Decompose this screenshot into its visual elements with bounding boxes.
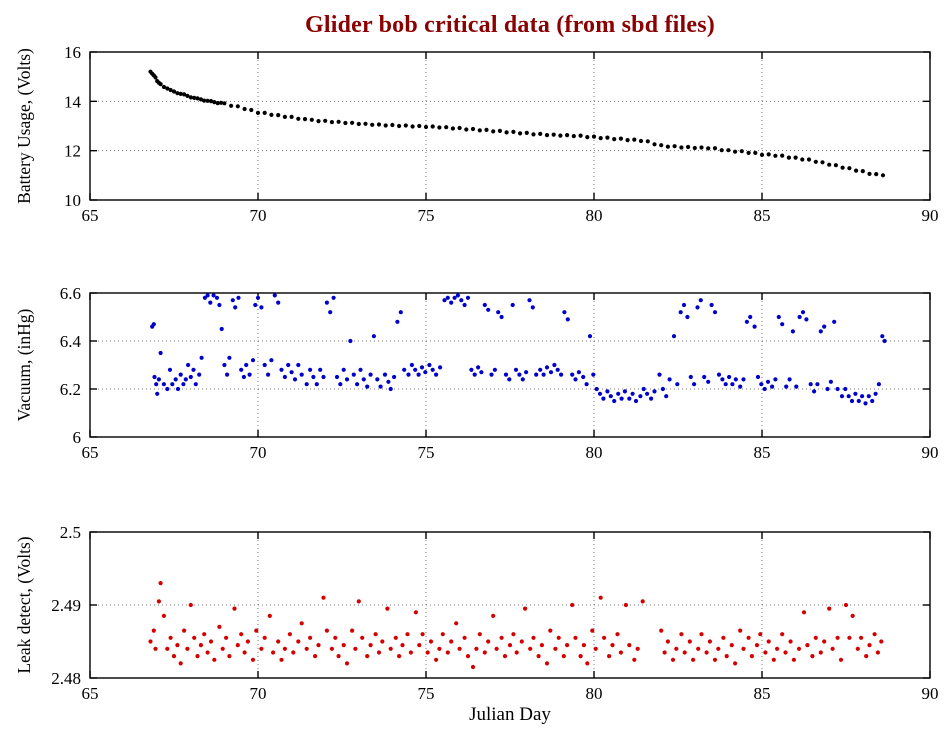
y-axis-title-leak: Leak detect, (Volts): [14, 536, 34, 673]
y-axis-title-vacuum: Vacuum, (inHg): [14, 308, 34, 421]
x-tick-label: 70: [250, 684, 267, 703]
y-tick-label: 10: [64, 191, 81, 210]
y-tick-label: 6.6: [60, 284, 81, 303]
y-tick-label: 6.4: [60, 332, 82, 351]
tick-labels: 65 70 75 80 85 90 10 12 14 16: [64, 43, 939, 225]
gridlines: [90, 532, 930, 678]
y-tick-label: 2.49: [51, 596, 81, 615]
subplot-leak: 65 70 75 80 85 90 2.48 2.49 2.5 Leak detect, (Vol…: [14, 523, 939, 703]
x-tick-label: 85: [754, 206, 771, 225]
chart-title: Glider bob critical data (from sbd files…: [305, 12, 715, 38]
subplot-battery: 65 70 75 80 85 90 10 12 14 16 Battery Usage, (Volt…: [14, 43, 939, 225]
y-tick-label: 12: [64, 142, 81, 161]
y-tick-label: 14: [64, 92, 82, 111]
x-tick-label: 90: [922, 443, 939, 462]
y-tick-label: 2.48: [51, 669, 81, 688]
x-tick-label: 65: [82, 206, 99, 225]
gridlines: [90, 293, 930, 437]
y-tick-label: 2.5: [60, 523, 81, 542]
x-tick-label: 65: [82, 443, 99, 462]
gridlines: [90, 52, 930, 200]
x-tick-label: 80: [586, 443, 603, 462]
x-tick-label: 75: [418, 206, 435, 225]
axes-frame: [89, 51, 931, 201]
x-tick-label: 85: [754, 684, 771, 703]
tick-labels: 65 70 75 80 85 90 6 6.2 6.4 6.6: [60, 284, 939, 462]
x-tick-label: 70: [250, 443, 267, 462]
x-axis-title: Julian Day: [469, 704, 551, 725]
x-tick-label: 80: [586, 684, 603, 703]
vacuum-series: [150, 293, 887, 406]
y-axis-title-battery: Battery Usage, (Volts): [14, 48, 34, 204]
x-tick-label: 75: [418, 443, 435, 462]
leak-series: [148, 581, 884, 670]
tick-marks: [89, 51, 931, 201]
tick-marks: [89, 292, 931, 438]
x-tick-label: 90: [922, 684, 939, 703]
x-tick-label: 90: [922, 206, 939, 225]
x-tick-label: 85: [754, 443, 771, 462]
y-tick-label: 6: [73, 428, 82, 447]
y-tick-label: 6.2: [60, 380, 81, 399]
y-tick-label: 16: [64, 43, 81, 62]
x-tick-label: 80: [586, 206, 603, 225]
subplot-vacuum: 65 70 75 80 85 90 6 6.2 6.4 6.6 Vacuum, (inHg): [14, 284, 939, 462]
x-tick-label: 75: [418, 684, 435, 703]
x-tick-label: 70: [250, 206, 267, 225]
x-tick-label: 65: [82, 684, 99, 703]
axes-frame: [89, 292, 931, 438]
tick-marks: [89, 531, 931, 679]
tick-labels: 65 70 75 80 85 90 2.48 2.49 2.5: [51, 523, 938, 703]
battery-series: [148, 69, 886, 178]
